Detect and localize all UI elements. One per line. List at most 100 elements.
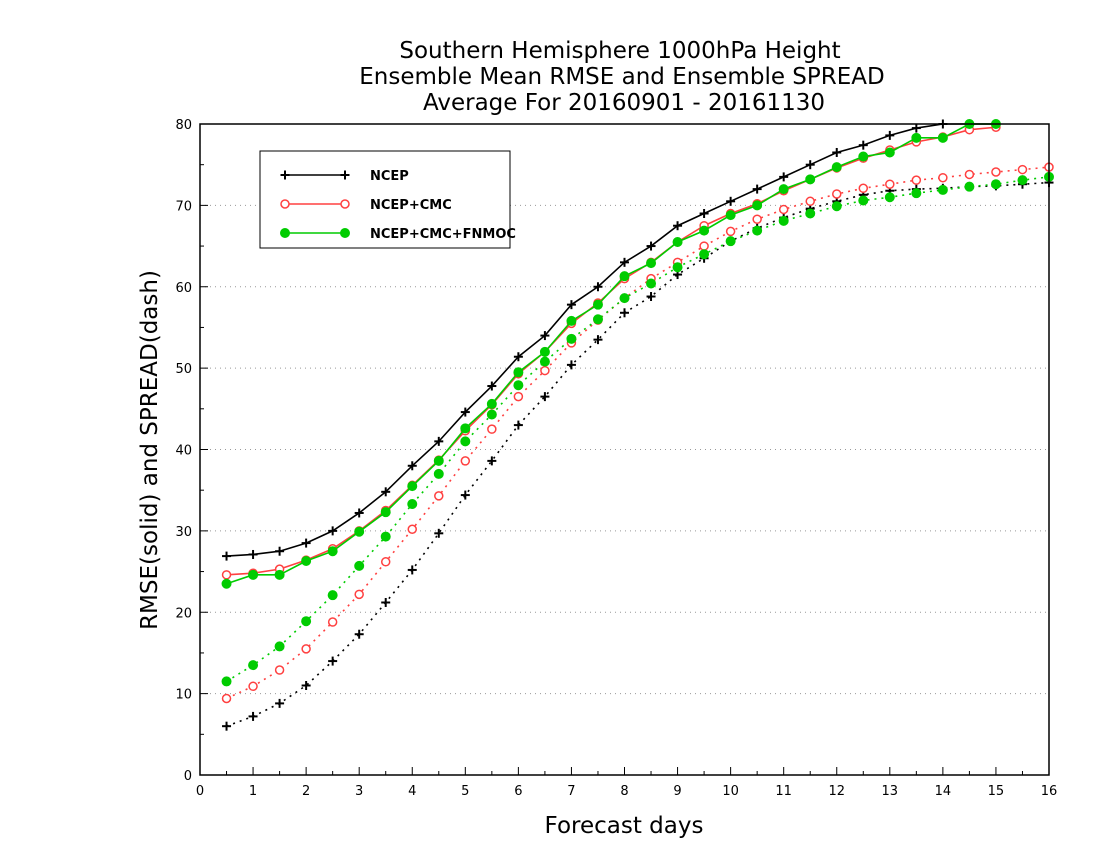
series-point-3-30 [1017,164,1028,175]
x-tick-label-12: 12 [828,784,845,799]
series-point-3-20 [752,214,762,224]
series-point-3-24 [858,183,869,194]
series-point-1-2 [275,698,285,708]
series-point-1-3 [301,680,311,690]
series-point-0-8 [434,436,444,446]
y-tick-label-8: 80 [175,118,192,133]
x-tick-label-7: 7 [567,784,575,799]
series-point-0-16 [646,241,656,251]
x-axis: 0 1 2 3 4 5 6 7 8 9 10 11 12 13 14 15 16 [196,767,1057,799]
series-point-5-17 [672,262,683,273]
series-point-5-19 [725,236,736,247]
legend-marker-right [340,199,350,209]
series-point-5-0 [221,676,232,687]
legend-label-1: NCEP+CMC [370,198,452,213]
series-point-4-9 [460,423,471,434]
legend-marker-right [340,170,350,180]
series-spread-1 [222,178,1054,731]
series-point-5-11 [513,380,524,391]
series-point-1-7 [407,565,417,575]
legend-label-0: NCEP [370,169,409,184]
series-point-0-26 [911,123,921,133]
series-point-5-10 [486,409,497,420]
series-point-4-10 [486,398,497,409]
series-point-5-23 [831,201,842,212]
series-point-3-10 [487,424,497,434]
series-point-5-8 [433,468,444,479]
x-tick-label-10: 10 [722,784,739,799]
series-point-0-25 [885,130,895,140]
x-tick-label-15: 15 [988,784,1005,799]
x-tick-label-4: 4 [408,784,416,799]
series-point-5-20 [752,225,763,236]
series-point-3-12 [540,365,550,376]
x-tick-label-14: 14 [935,784,952,799]
series-point-5-6 [380,531,391,542]
legend-box [259,150,511,249]
series-point-1-14 [593,335,603,345]
series-point-0-10 [487,381,497,391]
y-tick-label-1: 10 [175,688,192,703]
series-point-0-13 [566,300,576,310]
series-point-4-26 [911,132,922,143]
y-axis-label: RMSE(solid) and SPREAD(dash) [137,270,163,630]
legend-entry-2: NCEP+CMC+FNMOC [280,227,516,242]
series-point-1-6 [381,597,391,607]
series-point-5-1 [248,660,259,671]
series-point-0-7 [407,461,417,471]
legend-marker-left [280,228,290,238]
series-point-5-29 [990,179,1001,190]
series-point-3-27 [938,172,948,183]
series-point-3-11 [513,391,524,402]
series-point-3-21 [778,204,789,215]
series-line-0 [226,123,996,557]
series-point-3-9 [460,456,471,466]
chart-title-line-2: Ensemble Mean RMSE and Ensemble SPREAD [359,64,884,90]
legend: NCEP NCEP+CMC NCEP+CMC+FNMOC [259,150,516,249]
series-point-5-21 [778,215,789,226]
series-point-4-19 [725,210,736,221]
series-point-0-21 [779,172,789,182]
y-tick-label-6: 60 [175,281,192,296]
series-point-4-11 [513,367,524,378]
series-point-4-16 [646,258,657,269]
series-point-4-25 [884,147,895,158]
series-point-1-5 [354,629,364,639]
series-point-4-13 [566,315,577,326]
x-tick-label-0: 0 [196,784,204,799]
series-point-4-4 [327,546,338,557]
series-point-3-4 [327,617,338,627]
series-point-1-1 [248,711,258,721]
y-tick-label-3: 30 [175,525,192,540]
x-tick-label-3: 3 [355,784,363,799]
y-tick-label-5: 50 [175,362,192,377]
series-point-2-0 [221,570,232,580]
series-line-1 [226,181,1050,727]
series-point-3-19 [725,226,736,237]
series-point-1-9 [460,490,470,500]
x-tick-label-1: 1 [249,784,257,799]
series-rmse-4 [221,119,1001,589]
series-point-4-14 [592,299,603,310]
series-point-3-25 [885,179,895,189]
series-point-0-23 [832,147,842,157]
series-point-4-18 [699,225,710,236]
series-point-4-17 [672,236,683,247]
series-point-5-15 [619,293,630,304]
series-point-5-24 [858,195,869,206]
series-point-4-12 [539,346,550,357]
y-tick-label-2: 20 [175,606,192,621]
series-point-4-15 [619,271,630,282]
series-point-5-2 [274,641,285,652]
series-point-5-4 [327,590,338,601]
y-tick-label-7: 70 [175,199,192,214]
series-point-3-29 [991,167,1001,177]
series-point-1-12 [540,392,550,402]
series-point-3-7 [407,524,417,534]
series-point-0-3 [301,538,311,548]
series-point-5-12 [539,356,550,367]
series-point-4-20 [752,200,763,211]
series-point-3-0 [221,693,232,704]
series-point-5-22 [805,208,816,219]
series-point-3-6 [380,557,391,567]
